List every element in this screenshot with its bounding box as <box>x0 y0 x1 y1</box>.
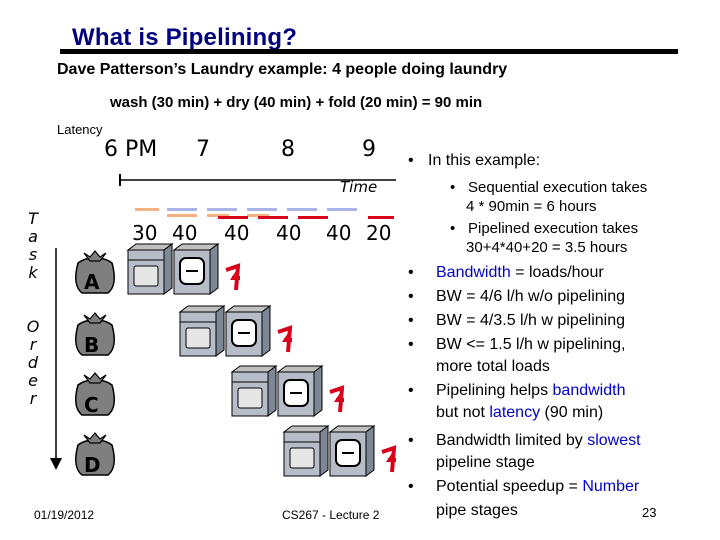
duration-2: 40 <box>224 221 250 245</box>
bullet-item: • BW = 4/6 l/h w/o pipelining <box>408 288 625 305</box>
dry-bar <box>167 208 197 211</box>
bag-label-c: C <box>84 393 99 417</box>
laundry-bags <box>75 250 115 476</box>
sub-bullet-item: • Sequential execution takes <box>450 179 648 196</box>
sub-bullet-continuation: 30+4*40+20 = 3.5 hours <box>466 239 628 256</box>
bag-label-b: B <box>84 333 100 357</box>
dry-bar <box>287 208 317 211</box>
wash-bar <box>135 208 159 211</box>
time-tick-6pm: 6 PM <box>104 137 158 162</box>
duration-4: 40 <box>326 221 352 245</box>
footer-course: CS267 - Lecture 2 <box>282 508 380 522</box>
bullet-item: • Pipelining helps bandwidth <box>408 382 626 399</box>
laundry-bag-icon <box>75 432 115 476</box>
sub-bullet-item: • Pipelined execution takes <box>450 220 639 237</box>
bullet-item: • Bandwidth limited by slowest <box>408 432 641 449</box>
wash-bar <box>207 214 229 217</box>
slide-subtitle: Dave Patterson’s Laundry example: 4 peop… <box>57 61 508 78</box>
bullet-continuation: pipeline stage <box>436 454 535 471</box>
stage-bars <box>135 208 394 219</box>
duration-5: 20 <box>366 221 392 245</box>
bullet-item: • Potential speedup = Number <box>408 478 640 495</box>
wash-bar <box>247 214 269 217</box>
fold-bar <box>298 216 328 219</box>
time-axis-label: Time <box>340 178 378 196</box>
duration-0: 30 <box>132 221 158 245</box>
order-arrow <box>50 248 62 470</box>
laundry-bag-icon <box>75 250 115 294</box>
bullet-continuation: more total loads <box>436 358 550 375</box>
slide-title: What is Pipelining? <box>72 24 298 51</box>
laundry-machines <box>126 242 398 478</box>
page-number: 23 <box>642 505 657 520</box>
bag-label-a: A <box>84 270 100 294</box>
title-underline <box>60 49 678 54</box>
fold-bar <box>258 216 288 219</box>
task-vertical-label: T a s k <box>28 209 38 282</box>
time-axis <box>119 174 396 186</box>
dry-bar <box>247 208 277 211</box>
dry-bar <box>207 208 237 211</box>
footer-date: 01/19/2012 <box>34 508 95 522</box>
laundry-bag-icon <box>75 312 115 356</box>
duration-1: 40 <box>172 221 198 245</box>
bullet-continuation: pipe stages <box>436 502 518 519</box>
dry-bar <box>327 208 357 211</box>
bullet-continuation: but not latency (90 min) <box>436 404 604 421</box>
laundry-bag-icon <box>75 372 115 416</box>
latency-label: Latency <box>57 122 103 137</box>
bullet-item: • BW = 4/3.5 l/h w pipelining <box>408 312 625 329</box>
timeline-svg <box>119 174 396 219</box>
wash-bar <box>167 214 197 217</box>
sub-bullet-continuation: 4 * 90min = 6 hours <box>466 198 597 215</box>
fold-bar <box>218 216 248 219</box>
bag-label-d: D <box>84 453 101 477</box>
order-vertical-label: O r d e r <box>26 317 40 408</box>
time-tick-9: 9 <box>362 137 376 162</box>
bullet-item: • Bandwidth = loads/hour <box>408 264 604 281</box>
fold-bar <box>368 216 394 219</box>
time-tick-8: 8 <box>281 137 295 162</box>
duration-3: 40 <box>276 221 302 245</box>
bullet-item: • BW <= 1.5 l/h w pipelining, <box>408 336 626 353</box>
time-tick-7: 7 <box>196 137 210 162</box>
bullet-item: • In this example: <box>408 152 541 169</box>
laundry-formula: wash (30 min) + dry (40 min) + fold (20 … <box>110 94 483 111</box>
